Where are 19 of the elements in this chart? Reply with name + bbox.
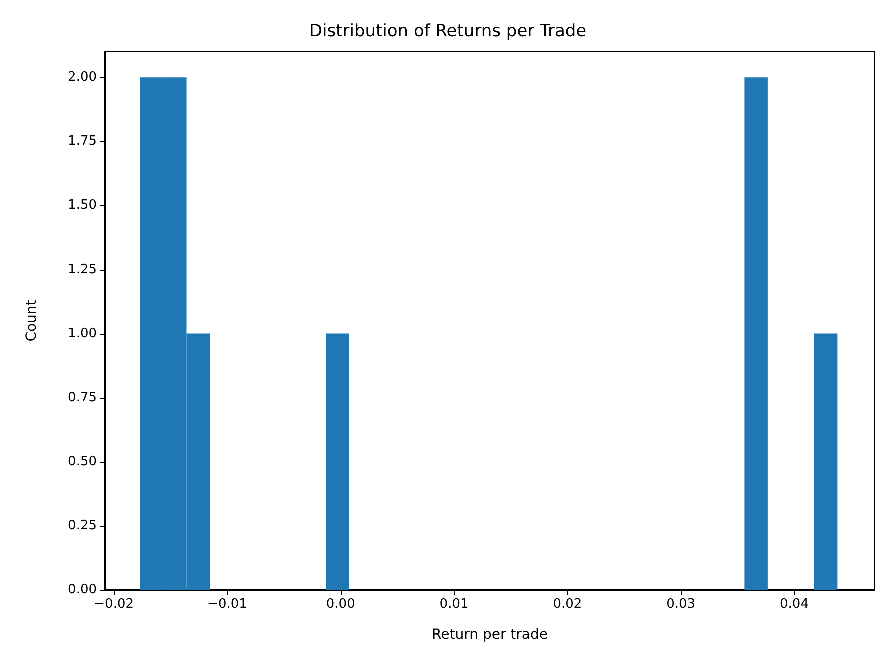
chart-title: Distribution of Returns per Trade	[309, 22, 587, 42]
y-axis-title: Count	[24, 300, 40, 342]
y-tick-label: 0.50	[68, 454, 97, 470]
x-tick-label: −0.01	[208, 597, 248, 612]
y-tick-label: 0.25	[68, 518, 97, 534]
y-tick-label: 2.00	[68, 70, 97, 86]
y-tick-label: 1.50	[68, 198, 97, 214]
y-tick-label: 0.00	[68, 582, 97, 598]
y-tick-label: 1.75	[68, 134, 97, 150]
x-tick-label: 0.02	[553, 597, 582, 612]
y-tick-label: 0.75	[68, 390, 97, 406]
y-tick-label: 1.25	[68, 262, 97, 278]
x-tick-label: −0.02	[94, 597, 134, 612]
x-tick-label: 0.00	[326, 597, 356, 612]
x-tick-label: 0.04	[780, 597, 809, 612]
y-tick-label: 1.00	[68, 326, 97, 342]
x-axis-title: Return per trade	[432, 627, 548, 643]
x-tick-label: 0.01	[440, 597, 469, 612]
x-tick-label: 0.03	[666, 597, 696, 612]
